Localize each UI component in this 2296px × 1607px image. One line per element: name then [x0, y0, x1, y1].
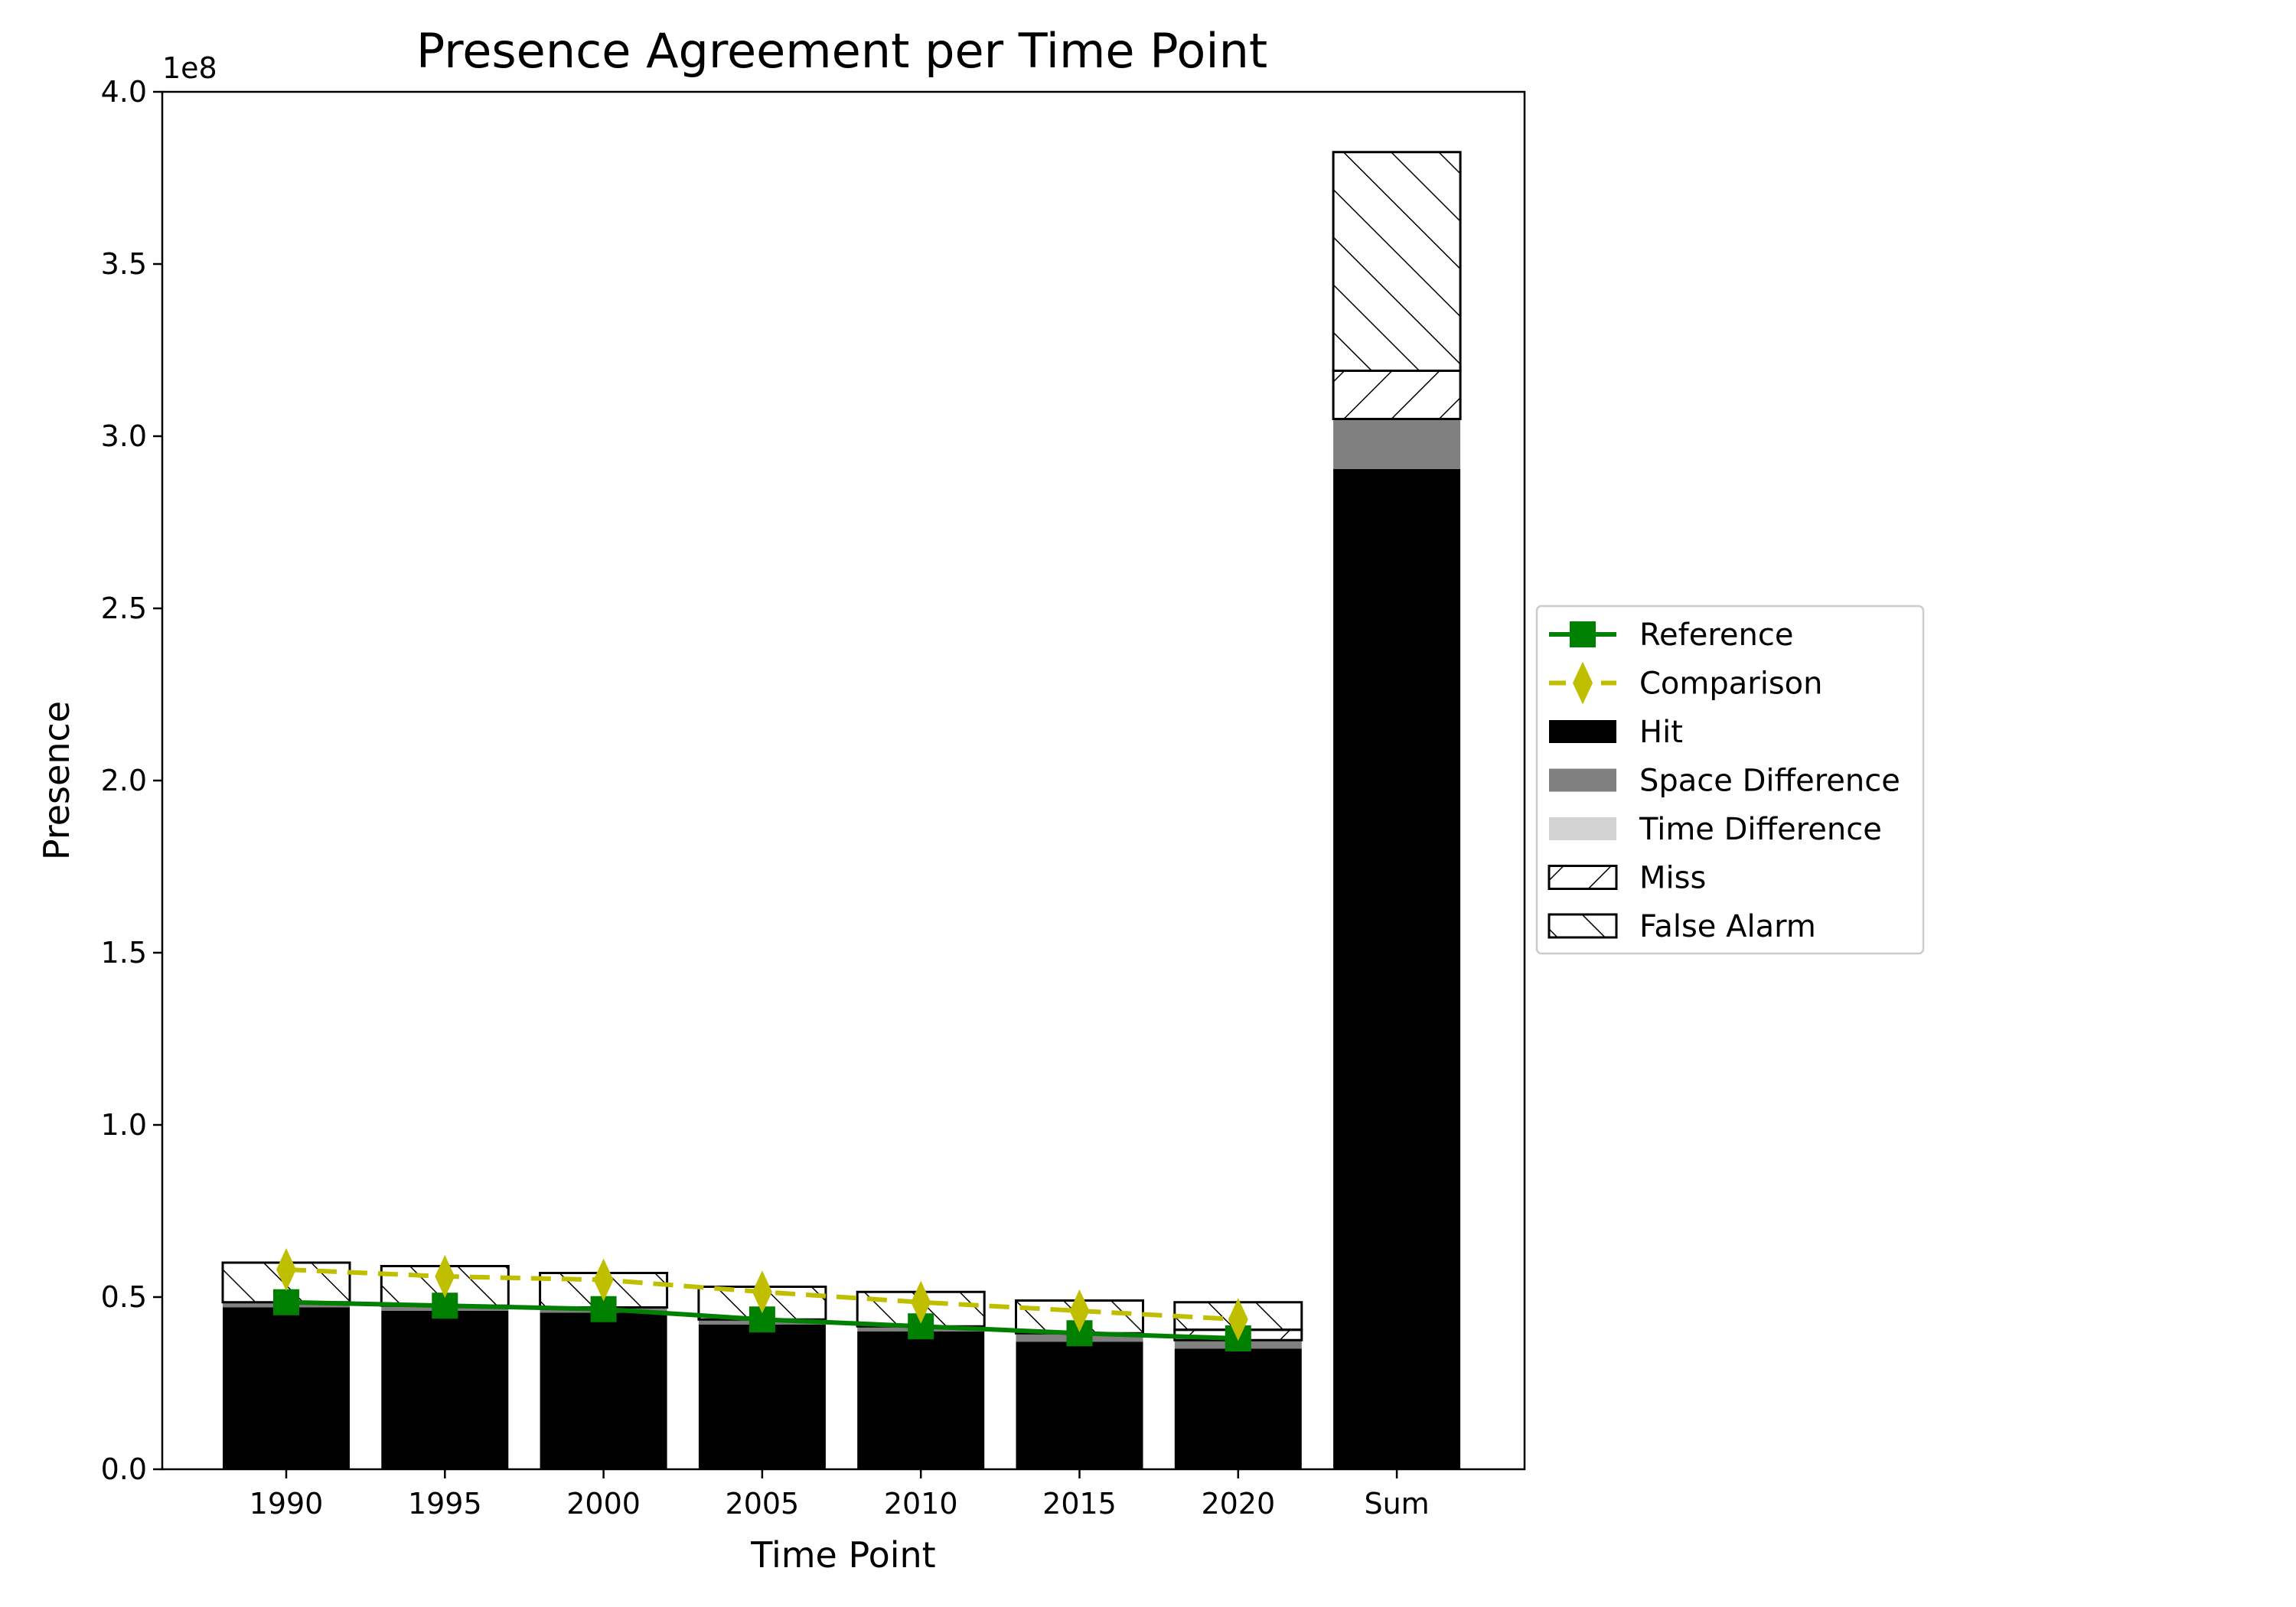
legend-label-space-difference: Space Difference — [1639, 764, 1900, 799]
marker-comparison-2015 — [1069, 1289, 1090, 1332]
legend-frame — [1535, 605, 1925, 955]
bar-hit-1995 — [381, 1311, 509, 1469]
legend: Reference Comparison Hit Space Difference Ti… — [1535, 605, 1925, 955]
legend-handle-time-difference — [1549, 817, 1616, 840]
marker-comparison-2010 — [911, 1280, 931, 1324]
bar-false-alarm-sum — [1332, 151, 1462, 372]
y-tick-label: 2.5 — [101, 592, 147, 625]
legend-label-reference: Reference — [1639, 618, 1793, 653]
x-tick-label: 2015 — [1042, 1487, 1117, 1521]
lines-layer — [273, 1248, 1251, 1351]
marker-reference-1990 — [273, 1289, 299, 1315]
y-tick-label: 0.0 — [101, 1452, 147, 1486]
legend-label-false-alarm: False Alarm — [1639, 909, 1816, 944]
x-axis: 1990 1995 2000 2005 2010 2015 2020 Sum — [249, 1469, 1430, 1521]
bar-space-difference-sum — [1333, 419, 1461, 469]
legend-handle-reference-marker — [1570, 621, 1596, 647]
y-tick-label: 4.0 — [101, 75, 147, 109]
marker-comparison-2000 — [593, 1258, 614, 1302]
x-axis-title: Time Point — [750, 1534, 935, 1576]
bar-hit-sum — [1333, 468, 1461, 1469]
y-tick-label: 0.5 — [101, 1280, 147, 1314]
plot-frame — [161, 90, 1526, 1471]
legend-handle-space-difference — [1549, 768, 1616, 792]
x-tick-label: Sum — [1364, 1487, 1429, 1521]
marker-comparison-1995 — [435, 1255, 455, 1298]
y-tick-label: 3.5 — [101, 247, 147, 281]
y-tick-label: 3.0 — [101, 419, 147, 453]
y-tick-label: 1.5 — [101, 936, 147, 970]
bar-hit-2010 — [857, 1332, 985, 1469]
legend-label-miss: Miss — [1639, 861, 1706, 896]
legend-handle-miss — [1548, 865, 1618, 890]
x-tick-label: 2010 — [884, 1487, 958, 1521]
bar-hit-1990 — [223, 1307, 350, 1469]
x-tick-label: 2020 — [1201, 1487, 1275, 1521]
x-tick-label: 2005 — [726, 1487, 800, 1521]
marker-comparison-1990 — [276, 1248, 296, 1291]
x-tick-label: 2000 — [566, 1487, 641, 1521]
legend-label-comparison: Comparison — [1639, 667, 1823, 702]
bar-hit-2015 — [1016, 1341, 1143, 1469]
y-axis-title: Presence — [36, 701, 77, 860]
y-offset-label: 1e8 — [162, 51, 217, 85]
marker-comparison-2005 — [752, 1270, 772, 1314]
bar-hit-2005 — [698, 1325, 826, 1469]
bar-hit-2020 — [1174, 1348, 1302, 1469]
legend-handle-comparison-marker — [1573, 661, 1593, 705]
bar-miss-sum — [1332, 370, 1462, 420]
chart-title: Presence Agreement per Time Point — [416, 23, 1267, 79]
y-tick-label: 2.0 — [101, 764, 147, 797]
legend-handle-hit — [1549, 720, 1616, 743]
bar-hit-2000 — [540, 1312, 667, 1469]
y-tick-label: 1.0 — [101, 1108, 147, 1142]
marker-comparison-2020 — [1228, 1298, 1248, 1341]
legend-label-hit: Hit — [1639, 715, 1683, 750]
bars-layer — [221, 151, 1462, 1469]
legend-label-time-difference: Time Difference — [1639, 812, 1882, 847]
legend-handle-false-alarm — [1548, 913, 1618, 939]
y-axis: 0.0 0.5 1.0 1.5 2.0 2.5 3.0 3.5 4.0 — [101, 75, 162, 1486]
x-tick-label: 1995 — [408, 1487, 482, 1521]
x-tick-label: 1990 — [249, 1487, 324, 1521]
